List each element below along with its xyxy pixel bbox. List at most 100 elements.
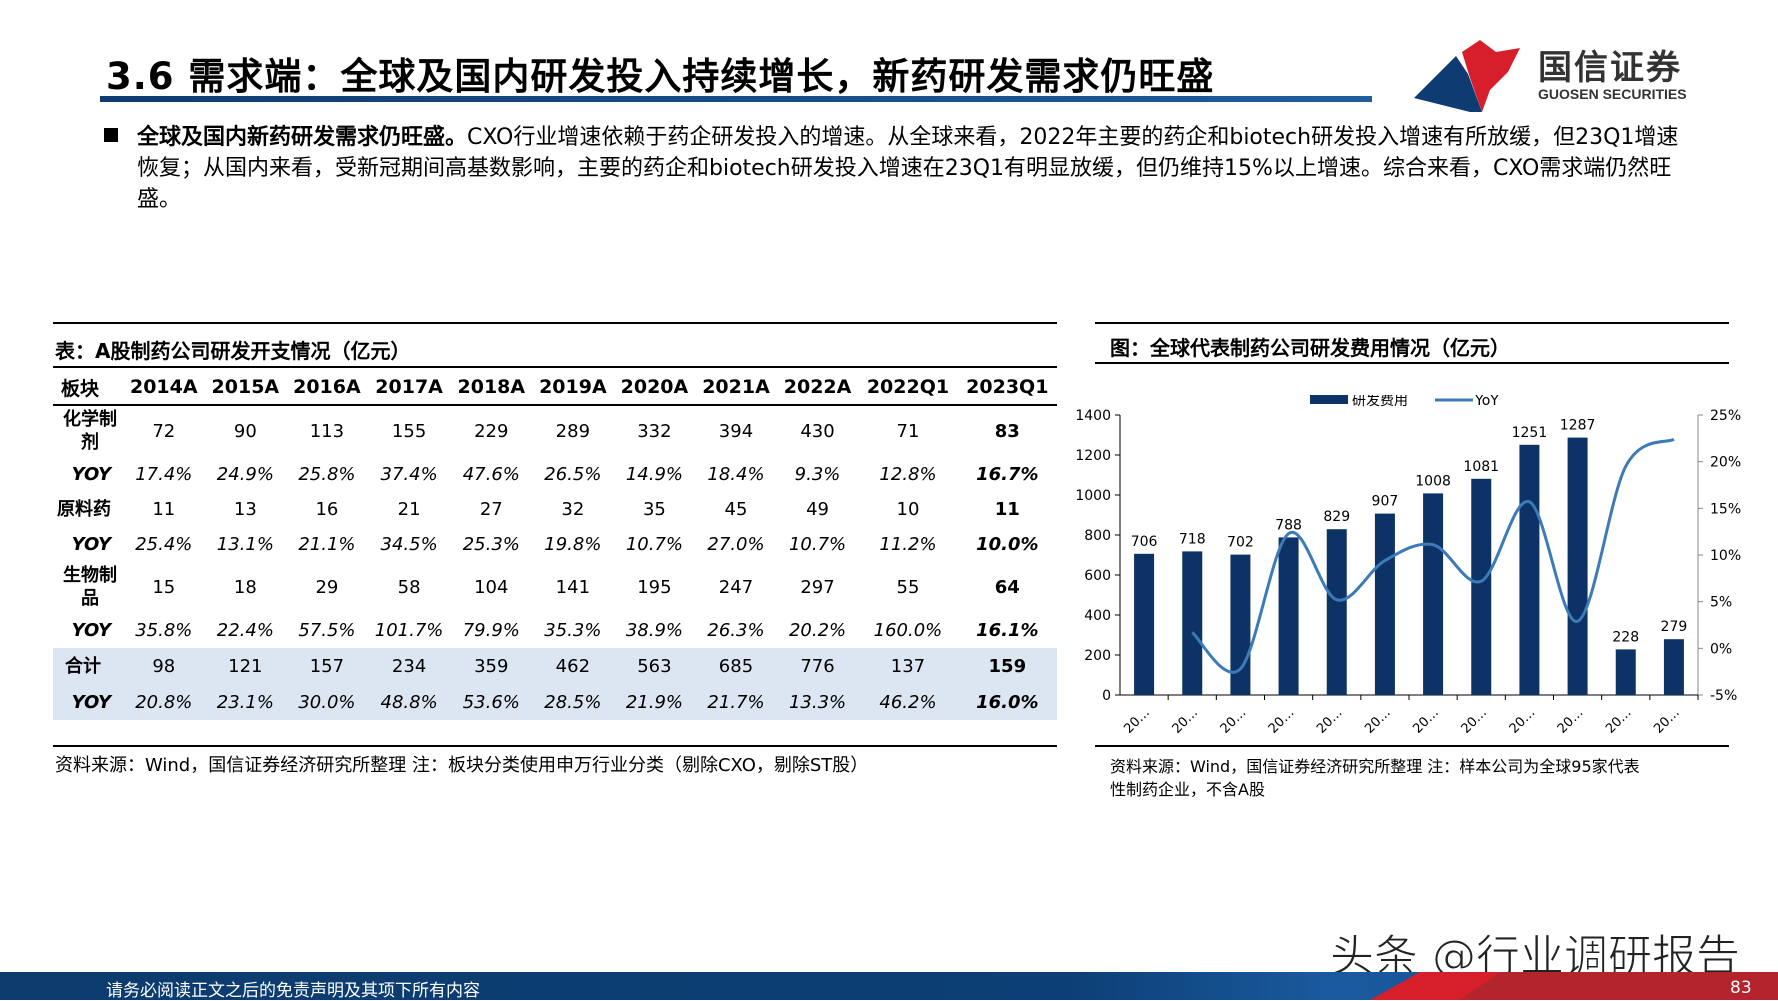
table-cell: 64 (994, 576, 1020, 598)
table-cell: 113 (309, 420, 345, 442)
table-cell: 35.3% (544, 619, 602, 641)
footer-bar (0, 972, 1778, 1000)
table-cell: 104 (474, 576, 509, 598)
table-cell: 10.7% (788, 533, 847, 555)
x-tick-label: 20… (1410, 705, 1441, 736)
legend-label: YoY (1474, 395, 1499, 409)
table-cell: 98 (123, 648, 205, 684)
table-cell: 18 (233, 576, 257, 598)
bar (1230, 554, 1251, 695)
table-cell: 71 (896, 420, 920, 442)
table-cell: 101.7% (374, 619, 444, 641)
bar (1615, 649, 1636, 695)
table-cell: 359 (450, 648, 533, 684)
table-cell: 90 (233, 420, 257, 442)
x-tick-label: 20… (1555, 705, 1586, 736)
table-cell: 15 (152, 576, 176, 598)
chart-caption-rule (1095, 362, 1729, 364)
table-cell: 57.5% (298, 619, 356, 641)
y-tick-label-right: 10% (1710, 548, 1741, 564)
row-label: YOY (53, 684, 123, 720)
y-tick-label-right: -5% (1710, 688, 1737, 704)
table-cell: 155 (391, 420, 427, 442)
table-row: 合计 98 121 157 234 359 462 563 685 776 137 159 (53, 648, 1057, 684)
bar-data-label: 1251 (1512, 425, 1548, 441)
table-cell: 195 (637, 576, 672, 598)
table-cell: 22.4% (216, 619, 274, 641)
column-header: 2020A (620, 376, 689, 398)
table-cell: 35 (642, 498, 666, 520)
table-row: 化学制剂 72 90 113 155 229 289 332 394 430 71 83 (53, 406, 1057, 456)
rd-expense-chart: 0 200 400 600 800 1000 1200 1400 -5% 0% 5% 10% 15% 20… (1075, 395, 1741, 737)
logo-mark-icon (1414, 40, 1520, 112)
table-cell: 58 (397, 576, 421, 598)
table-header-bottom-rule (53, 404, 1057, 406)
x-tick-label: 20… (1651, 705, 1682, 736)
table-cell: 28.5% (532, 684, 614, 720)
table-row: YOY 17.4% 24.9% 25.8% 37.4% 47.6% 26.5% 14.9% 18… (53, 456, 1057, 492)
table-cell: 25.4% (135, 533, 193, 555)
chart-caption: 图：全球代表制药公司研发费用情况（亿元） (1110, 336, 1510, 360)
column-header: 2017A (375, 376, 443, 398)
table-cell: 25.3% (462, 533, 520, 555)
table-cell: 289 (555, 420, 591, 442)
y-tick-label-right: 20% (1710, 455, 1741, 471)
y-tick-label-left: 200 (1084, 648, 1111, 664)
table-cell: 27 (479, 498, 503, 520)
table-cell: 462 (532, 648, 614, 684)
y-tick-label-left: 600 (1084, 568, 1111, 584)
table-cell: 297 (800, 576, 835, 598)
y-tick-label-right: 0% (1710, 641, 1732, 657)
table-source-note: 资料来源：Wind，国信证券经济研究所整理 注：板块分类使用申万行业分类（剔除C… (55, 755, 869, 776)
table-cell: 121 (204, 648, 287, 684)
column-header: 2019A (539, 376, 607, 398)
table-cell: 35.8% (135, 619, 193, 641)
table-caption: 表：A股制药公司研发开支情况（亿元） (55, 339, 411, 363)
table-cell: 46.2% (858, 684, 958, 720)
table-cell: 34.5% (380, 533, 438, 555)
table-row: YOY 35.8% 22.4% 57.5% 101.7% 79.9% 35.3% 38.9% 2… (53, 612, 1057, 648)
column-header: 2022Q1 (866, 376, 950, 398)
table-cell: 72 (152, 420, 176, 442)
bar-data-label: 1081 (1463, 459, 1499, 475)
chart-source-line: 资料来源：Wind，国信证券经济研究所整理 注：样本公司为全球95家代表 (1110, 757, 1640, 776)
column-header: 2018A (457, 376, 526, 398)
table-cell: 49 (806, 498, 829, 520)
table-cell: 30.0% (286, 684, 368, 720)
bar-data-label: 829 (1323, 509, 1350, 525)
logo-text-cn: 国信证券 (1538, 48, 1682, 88)
bar-data-label: 788 (1275, 517, 1302, 533)
table-cell: 11.2% (879, 533, 937, 555)
chart-bottom-rule (1095, 745, 1729, 747)
table-cell: 37.4% (380, 463, 438, 485)
table-cell: 16.1% (976, 619, 1039, 641)
bar-data-label: 706 (1131, 534, 1158, 550)
legend-label: 研发费用 (1352, 395, 1408, 409)
bar (1134, 553, 1155, 695)
table-cell: 18.4% (707, 463, 765, 485)
row-label: 原料药 (57, 498, 111, 520)
table-cell: 9.3% (794, 463, 841, 485)
table-cell: 16.7% (976, 463, 1039, 485)
row-label: 合计 (53, 648, 123, 684)
table-cell: 16 (315, 498, 339, 520)
table-cell: 79.9% (462, 619, 520, 641)
row-label: YOY (71, 533, 111, 555)
column-header: 2016A (293, 376, 361, 398)
x-tick-label: 20… (1170, 705, 1201, 736)
table-cell: 47.6% (462, 463, 520, 485)
bar (1423, 493, 1444, 695)
column-header: 2022A (783, 376, 852, 398)
table-cell: 55 (896, 576, 920, 598)
x-tick-label: 20… (1121, 705, 1152, 736)
table-cell: 19.8% (544, 533, 602, 555)
y-tick-label-left: 1000 (1075, 488, 1111, 504)
x-tick-label: 20… (1218, 705, 1249, 736)
bar (1519, 444, 1540, 695)
column-header: 2015A (211, 376, 280, 398)
bar (1374, 513, 1395, 695)
y-tick-label-left: 1200 (1075, 448, 1111, 464)
table-cell: 45 (724, 498, 748, 520)
table-cell: 776 (776, 648, 859, 684)
table-cell: 430 (800, 420, 835, 442)
